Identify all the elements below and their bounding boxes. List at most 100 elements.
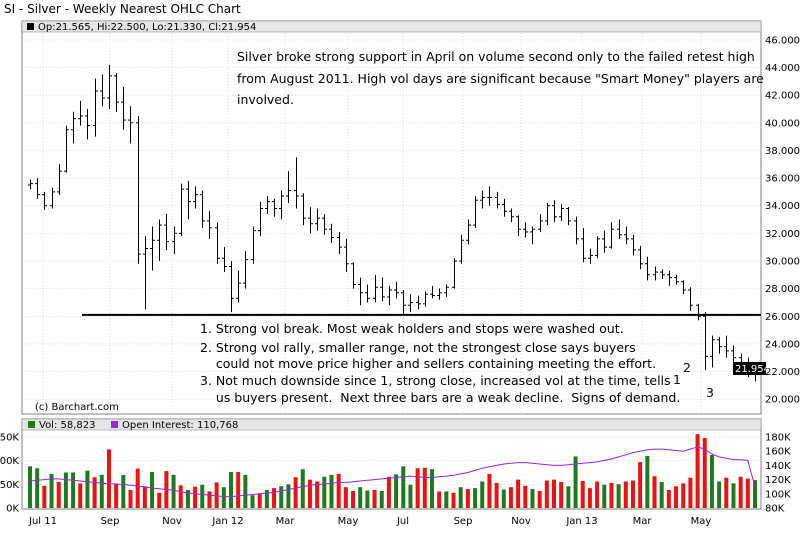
volume-bar (408, 484, 413, 508)
volume-bar (236, 472, 241, 508)
price-tick-label: 22.000 (765, 367, 800, 378)
volume-bar (71, 472, 76, 508)
ohlc-bar (337, 231, 342, 255)
volume-bar (257, 493, 262, 508)
ohlc-bar (617, 219, 622, 239)
bottom-annotation-line-5: us buyers present. Next three bars are a… (200, 390, 680, 405)
volume-bar (214, 482, 219, 508)
volume-bar (444, 491, 449, 508)
ohlc-bar (538, 214, 543, 232)
ohlc-bar (408, 294, 413, 313)
x-tick-label: Mar (633, 516, 653, 527)
volume-bar (128, 490, 133, 508)
volume-bars (28, 434, 757, 508)
top-annotation: Silver broke strong support in April on … (237, 49, 764, 107)
volume-bar (437, 491, 442, 508)
volume-bar (537, 490, 542, 508)
volume-bar (702, 437, 707, 508)
volume-bar (63, 472, 68, 508)
chart-title: SI - Silver - Weekly Nearest OHLC Chart (4, 2, 241, 16)
ohlc-bar (164, 214, 169, 250)
volume-bar (674, 486, 679, 508)
marker-3: 3 (706, 385, 714, 400)
volume-bar (264, 490, 269, 508)
x-tick-label: Nov (162, 516, 182, 527)
volume-bar (544, 480, 549, 508)
readout-open: Op:21.565, (38, 22, 94, 33)
ohlc-bar (179, 183, 184, 237)
volume-bar (695, 434, 700, 508)
volume-bar (372, 490, 377, 508)
ohlc-bar (595, 236, 600, 259)
ohlc-bar (71, 111, 76, 144)
price-bars (28, 64, 758, 382)
readout-low: Lo:21.330, (152, 22, 205, 33)
oi-legend-label: Open Interest: 110,768 (122, 420, 238, 431)
ohlc-bar (516, 215, 521, 237)
ohlc-bar (710, 335, 715, 368)
ohlc-bar (121, 86, 126, 130)
top-annotation-line-3: involved. (237, 92, 294, 107)
volume-bar (114, 483, 119, 508)
volume-bar (415, 468, 420, 508)
price-tick-label: 32.000 (765, 229, 800, 240)
ohlc-bar (365, 284, 370, 303)
volume-bar (272, 488, 277, 508)
bottom-annotation-line-1: 1. Strong vol break. Most weak holders a… (200, 321, 624, 336)
ohlc-bar (344, 238, 349, 273)
volume-bar (573, 456, 578, 508)
ohlc-bar (64, 125, 69, 173)
price-tick-label: 40.000 (765, 118, 800, 129)
ohlc-bar (373, 274, 378, 303)
volume-bar (343, 487, 348, 508)
volume-bar (171, 474, 176, 508)
volume-bar (379, 490, 384, 508)
price-tick-label: 20.000 (765, 395, 800, 406)
volume-bar (394, 474, 399, 508)
price-tick-label: 42.000 (765, 91, 800, 102)
readout-high: Hi:22.500, (97, 22, 149, 33)
x-tick-label: May (338, 516, 359, 527)
last-price-box (733, 362, 766, 375)
ohlc-bar (523, 222, 528, 238)
price-tick-label: 34.000 (765, 201, 800, 212)
volume-bar (638, 462, 643, 508)
volume-tick-label: 150K (0, 433, 19, 444)
volume-bar (738, 476, 743, 508)
x-tick-label: Jul 11 (28, 516, 57, 527)
volume-bar (293, 477, 298, 508)
ohlc-bar (667, 270, 672, 286)
ohlc-bar (480, 190, 485, 209)
ohlc-bar (222, 247, 227, 273)
volume-legend-swatch (28, 421, 35, 428)
marker-1: 1 (673, 372, 681, 387)
ohlc-bar (609, 222, 614, 249)
volume-bar (666, 490, 671, 508)
ohlc-bar (114, 73, 119, 112)
ohlc-bar (452, 258, 457, 289)
volume-bar (623, 481, 628, 508)
volume-bar (480, 481, 485, 508)
ohlc-bar (186, 180, 191, 220)
ohlc-bar (157, 219, 162, 261)
volume-bar (49, 473, 54, 508)
volume-bar (523, 485, 528, 508)
ohlc-bar (401, 290, 406, 315)
ohlc-bar (459, 234, 464, 264)
ohlc-bar (552, 200, 557, 223)
volume-tick-label: 0K (6, 504, 19, 515)
ohlc-bar (581, 227, 586, 263)
price-panel-frame (21, 20, 762, 415)
ohlc-bar (329, 223, 334, 244)
volume-bar (193, 486, 198, 508)
price-tick-label: 26.000 (765, 312, 800, 323)
volume-bar (322, 476, 327, 508)
ohlc-bar (559, 204, 564, 221)
ohlc-bar (57, 164, 62, 195)
price-header-strip (21, 20, 762, 33)
ohlc-bar (473, 196, 478, 228)
price-tick-label: 24.000 (765, 339, 800, 350)
ohlc-bar (100, 74, 105, 107)
volume-bar (501, 489, 506, 508)
ohlc-bar (315, 208, 320, 231)
